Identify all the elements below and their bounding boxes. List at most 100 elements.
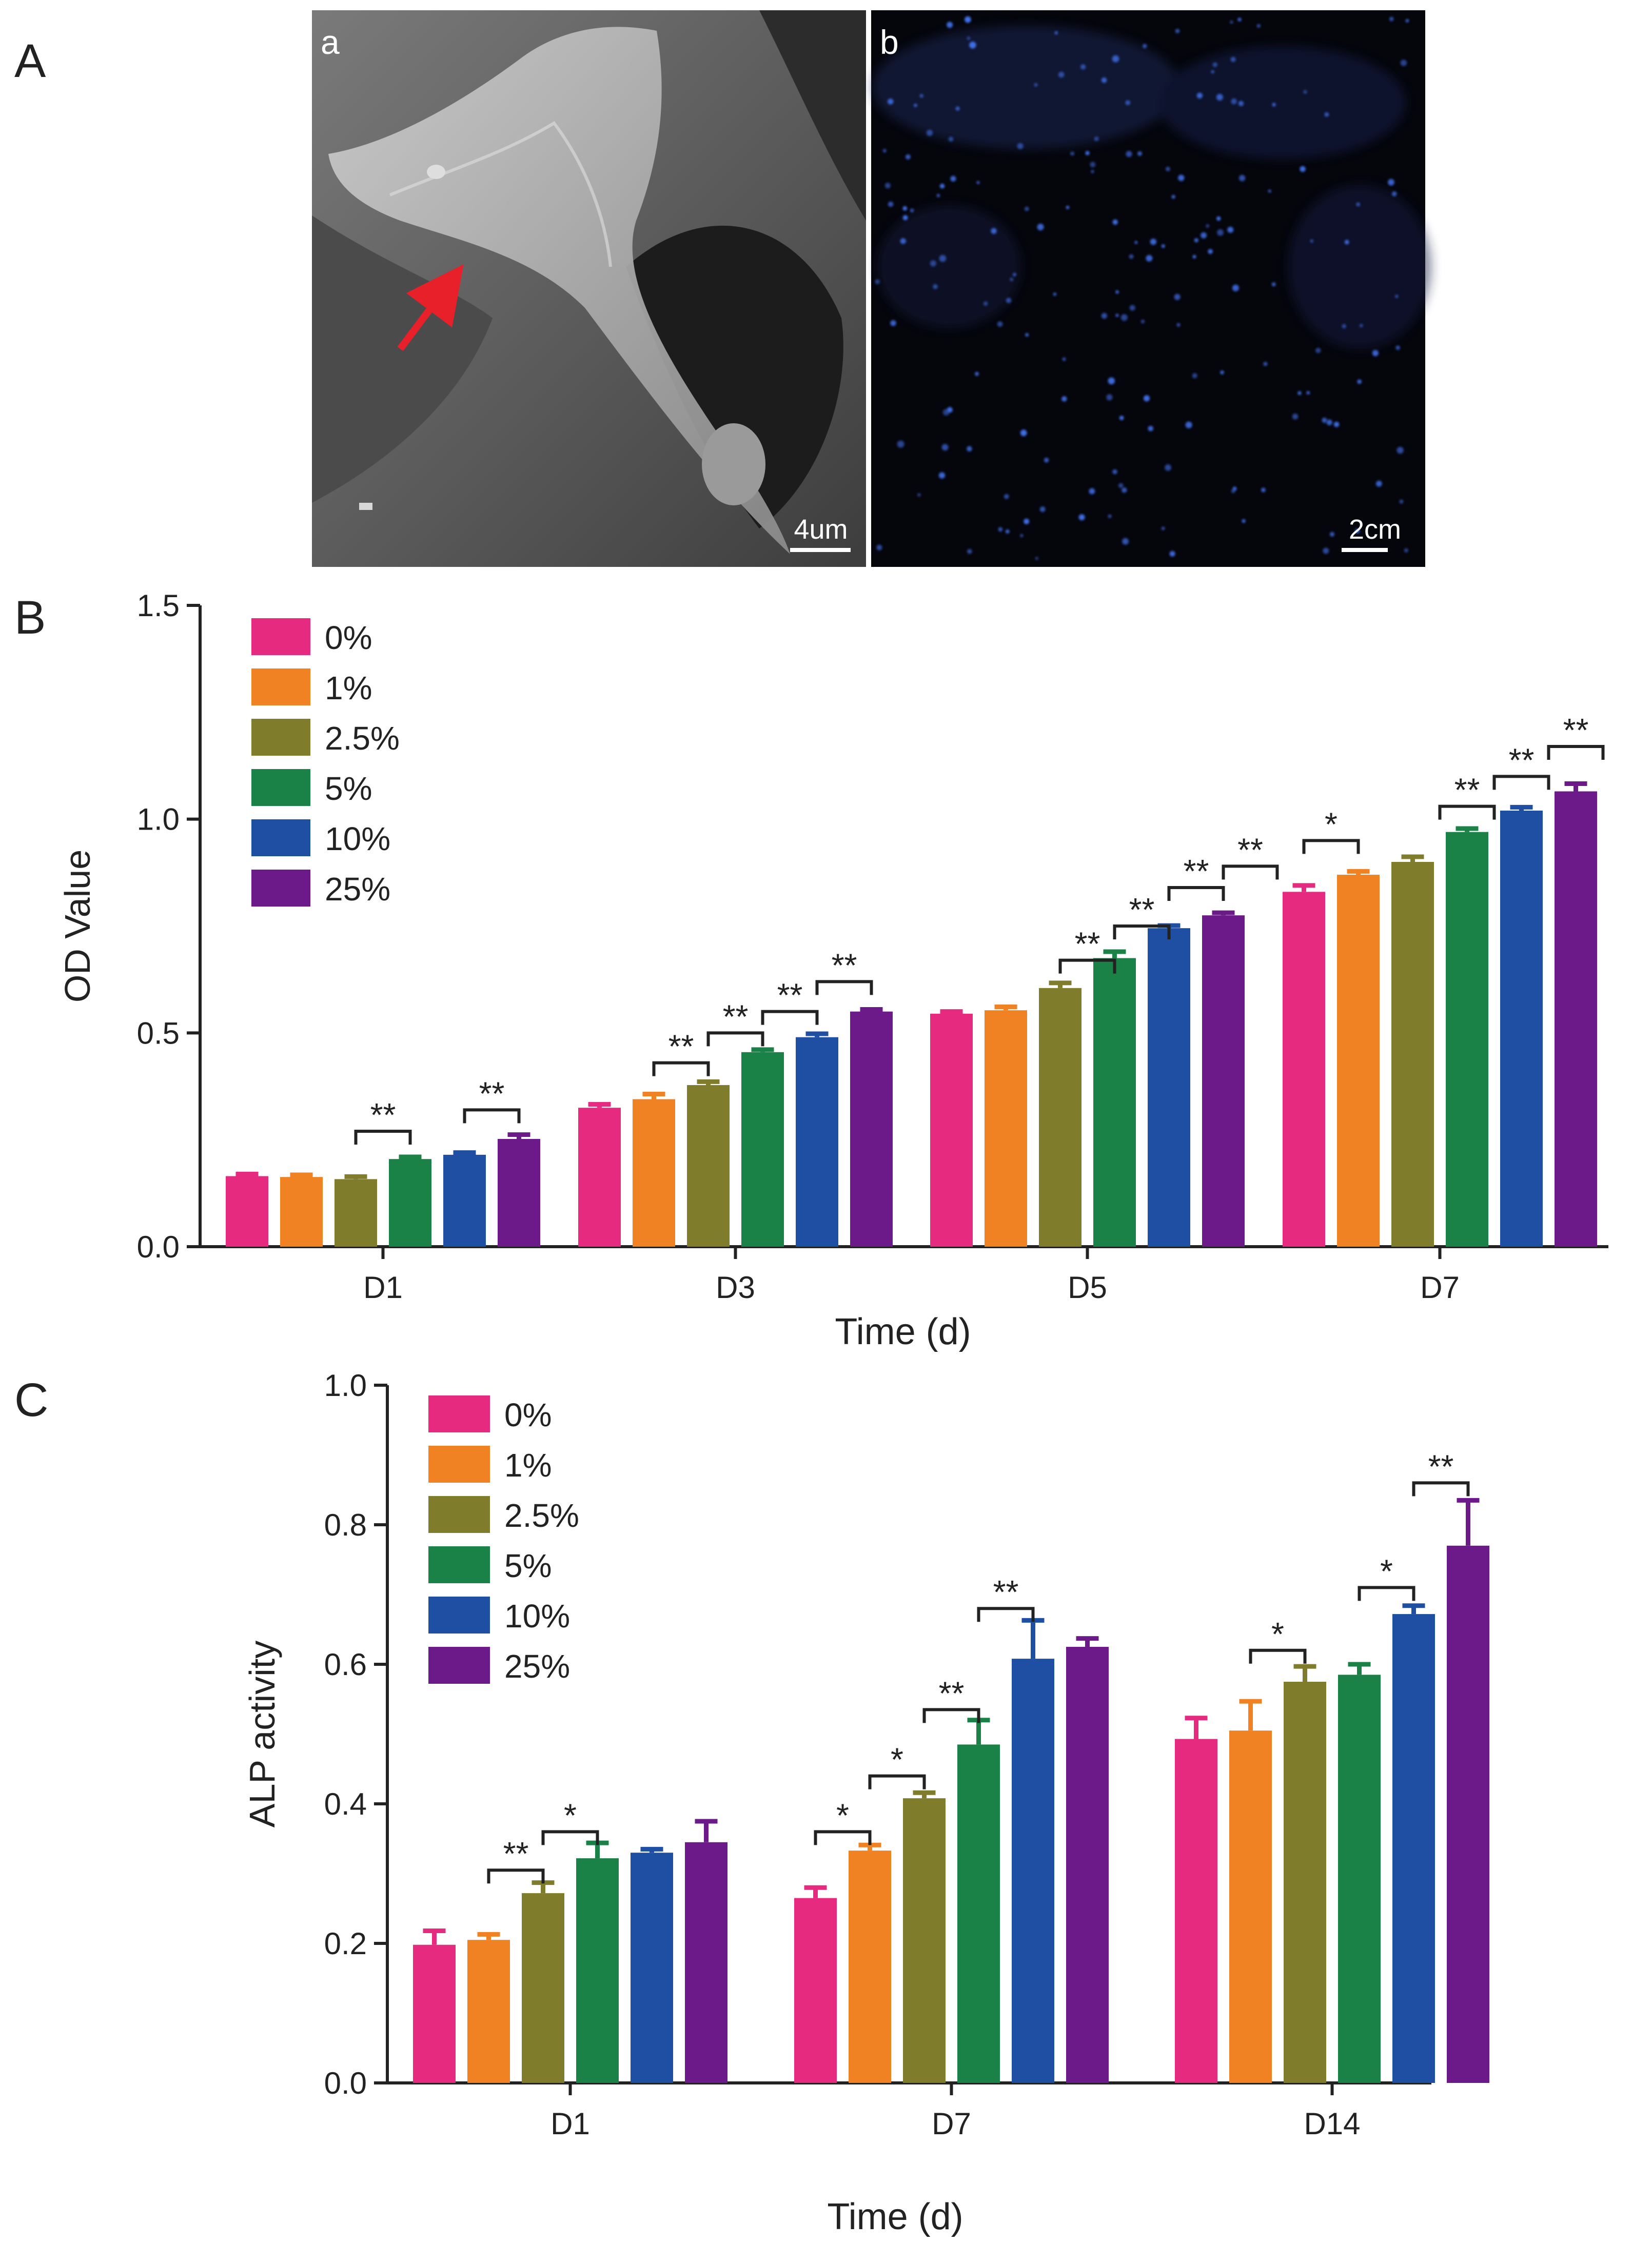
nucleus-dot [1232, 284, 1239, 291]
significance-label: ** [1454, 772, 1480, 809]
bar-5pct [741, 1052, 784, 1247]
significance-label: ** [993, 1573, 1019, 1610]
bar-2_5pct [1391, 862, 1434, 1247]
significance-bracket [1438, 804, 1496, 820]
nucleus-dot [1089, 488, 1095, 495]
significance-bracket [977, 1607, 1035, 1622]
nucleus-dot [875, 279, 880, 284]
nucleus-dot [887, 99, 894, 105]
nucleus-dot [1115, 290, 1119, 294]
x-tick-label: D7 [932, 2107, 971, 2141]
significance-label: * [1380, 1552, 1393, 1589]
nucleus-dot [1129, 254, 1134, 259]
nucleus-dot [1388, 179, 1394, 186]
nucleus-dot [983, 301, 988, 306]
x-axis-label: Time (d) [827, 2196, 963, 2237]
nucleus-dot [1094, 136, 1099, 142]
panel-a: A a 4um [14, 10, 1431, 567]
x-axis-label: Time (d) [835, 1311, 971, 1352]
nucleus-dot [1194, 238, 1198, 243]
nucleus-dot [1175, 29, 1180, 33]
legend-label: 10% [504, 1598, 570, 1635]
nucleus-dot [1143, 395, 1150, 402]
nucleus-dot [1323, 547, 1329, 554]
bar-10pct [1012, 1659, 1054, 2083]
bar-0pct [578, 1108, 621, 1247]
x-tick-label: D3 [716, 1270, 755, 1305]
bar-1pct [1337, 875, 1380, 1247]
nucleus-dot [1185, 421, 1192, 428]
bar-5pct [389, 1159, 431, 1247]
nucleus-dot [914, 104, 917, 107]
significance-label: ** [723, 998, 749, 1035]
bar-1pct [280, 1177, 323, 1247]
legend-swatch [251, 618, 310, 655]
legend-swatch [251, 769, 310, 806]
y-tick-label: 1.0 [324, 1368, 367, 1403]
nucleus-dot [1324, 112, 1329, 117]
significance-bracket [463, 1108, 521, 1124]
nucleus-dot [933, 284, 938, 289]
bar-0pct [1283, 892, 1325, 1247]
y-tick-label: 0.0 [324, 2066, 367, 2100]
fluorescence-sublabel: b [880, 23, 899, 61]
significance-bracket [706, 1031, 764, 1047]
nucleus-dot [1395, 294, 1399, 298]
legend-label: 25% [325, 871, 390, 908]
y-axis-label: ALP activity [242, 1641, 282, 1827]
nucleus-dot [919, 94, 923, 98]
legend-label: 25% [504, 1648, 570, 1685]
sem-image: a 4um [312, 10, 866, 567]
nucleus-dot [1344, 240, 1349, 245]
nucleus-dot [1006, 298, 1012, 303]
nucleus-dot [1126, 151, 1132, 158]
bar-2_5pct [687, 1085, 730, 1247]
legend-swatch [251, 668, 310, 705]
nucleus-dot [1140, 320, 1145, 324]
bar-0pct [413, 1944, 456, 2083]
significance-bracket [1167, 886, 1225, 901]
significance-bracket [1058, 958, 1116, 974]
nucleus-dot [998, 527, 1003, 532]
nucleus-dot [1263, 362, 1268, 366]
nucleus-dot [1118, 483, 1124, 488]
nucleus-dot [1230, 56, 1236, 62]
nucleus-dot [917, 493, 921, 497]
nucleus-dot [1066, 206, 1070, 209]
nucleus-dot [1300, 166, 1306, 172]
legend-swatch [251, 719, 310, 756]
bar-25pct [1066, 1647, 1109, 2083]
nucleus-dot [1017, 143, 1024, 149]
nucleus-dot [1169, 550, 1175, 557]
nucleus-dot [1137, 151, 1143, 156]
nucleus-dot [897, 440, 904, 448]
legend-label: 0% [504, 1396, 552, 1433]
nucleus-dot [1272, 103, 1276, 107]
significance-label: * [836, 1797, 849, 1834]
bar-0pct [1175, 1739, 1217, 2083]
nucleus-dot [947, 407, 953, 413]
legend-swatch [428, 1496, 490, 1533]
nucleus-dot [1217, 229, 1224, 236]
nucleus-dot [1227, 226, 1234, 233]
nucleus-dot [1020, 429, 1027, 437]
bar-10pct [443, 1154, 486, 1247]
nucleus-dot [1192, 255, 1196, 259]
nucleus-dot [1166, 167, 1170, 171]
significance-label: ** [1428, 1448, 1454, 1485]
nucleus-dot [1101, 312, 1107, 319]
nucleus-dot [930, 260, 936, 267]
nucleus-dot [1400, 60, 1407, 66]
nucleus-dot [926, 129, 933, 136]
nucleus-dot [967, 446, 972, 452]
nucleus-dot [997, 321, 1003, 327]
significance-bracket [541, 1830, 599, 1845]
legend-label: 1% [504, 1447, 552, 1484]
bar-1pct [985, 1010, 1027, 1247]
nucleus-dot [1085, 151, 1090, 155]
nucleus-dot [1120, 314, 1128, 321]
nucleus-dot [1375, 480, 1382, 487]
legend-swatch [251, 819, 310, 856]
bar-5pct [1446, 832, 1488, 1247]
significance-label: ** [1237, 831, 1263, 868]
